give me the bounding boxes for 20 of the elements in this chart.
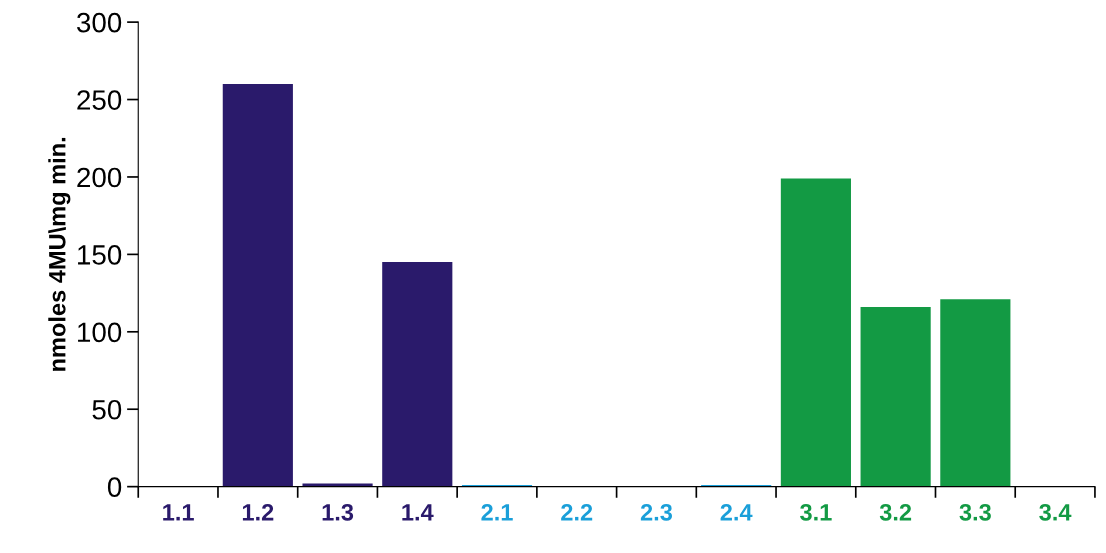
x-tick-label: 3.4	[1039, 503, 1072, 521]
x-tick-label: 2.4	[720, 503, 753, 521]
y-tick-label: 300	[77, 12, 122, 33]
y-tick-label: 100	[78, 322, 122, 343]
y-axis-title: nmoles 4MU\mg min.	[48, 137, 71, 371]
y-tick-label: 0	[107, 477, 122, 497]
x-tick-label: 1.4	[402, 504, 434, 521]
x-tick-label: 2.3	[640, 503, 673, 521]
x-tick-label: 3.2	[879, 503, 912, 521]
y-tick-label: 150	[78, 245, 122, 265]
x-tick-label: 3.3	[959, 503, 991, 521]
x-tick-label: 1.3	[322, 503, 354, 521]
x-tick-label: 1.1	[163, 504, 194, 521]
x-tick-label: 2.1	[481, 503, 513, 521]
x-tick-label: 1.2	[242, 503, 274, 521]
y-tick-label: 50	[92, 399, 122, 420]
x-tick-label: 3.1	[800, 503, 832, 521]
y-tick-label: 250	[77, 90, 122, 110]
x-tick-label: 2.2	[561, 503, 593, 521]
y-tick-label: 200	[77, 167, 122, 188]
